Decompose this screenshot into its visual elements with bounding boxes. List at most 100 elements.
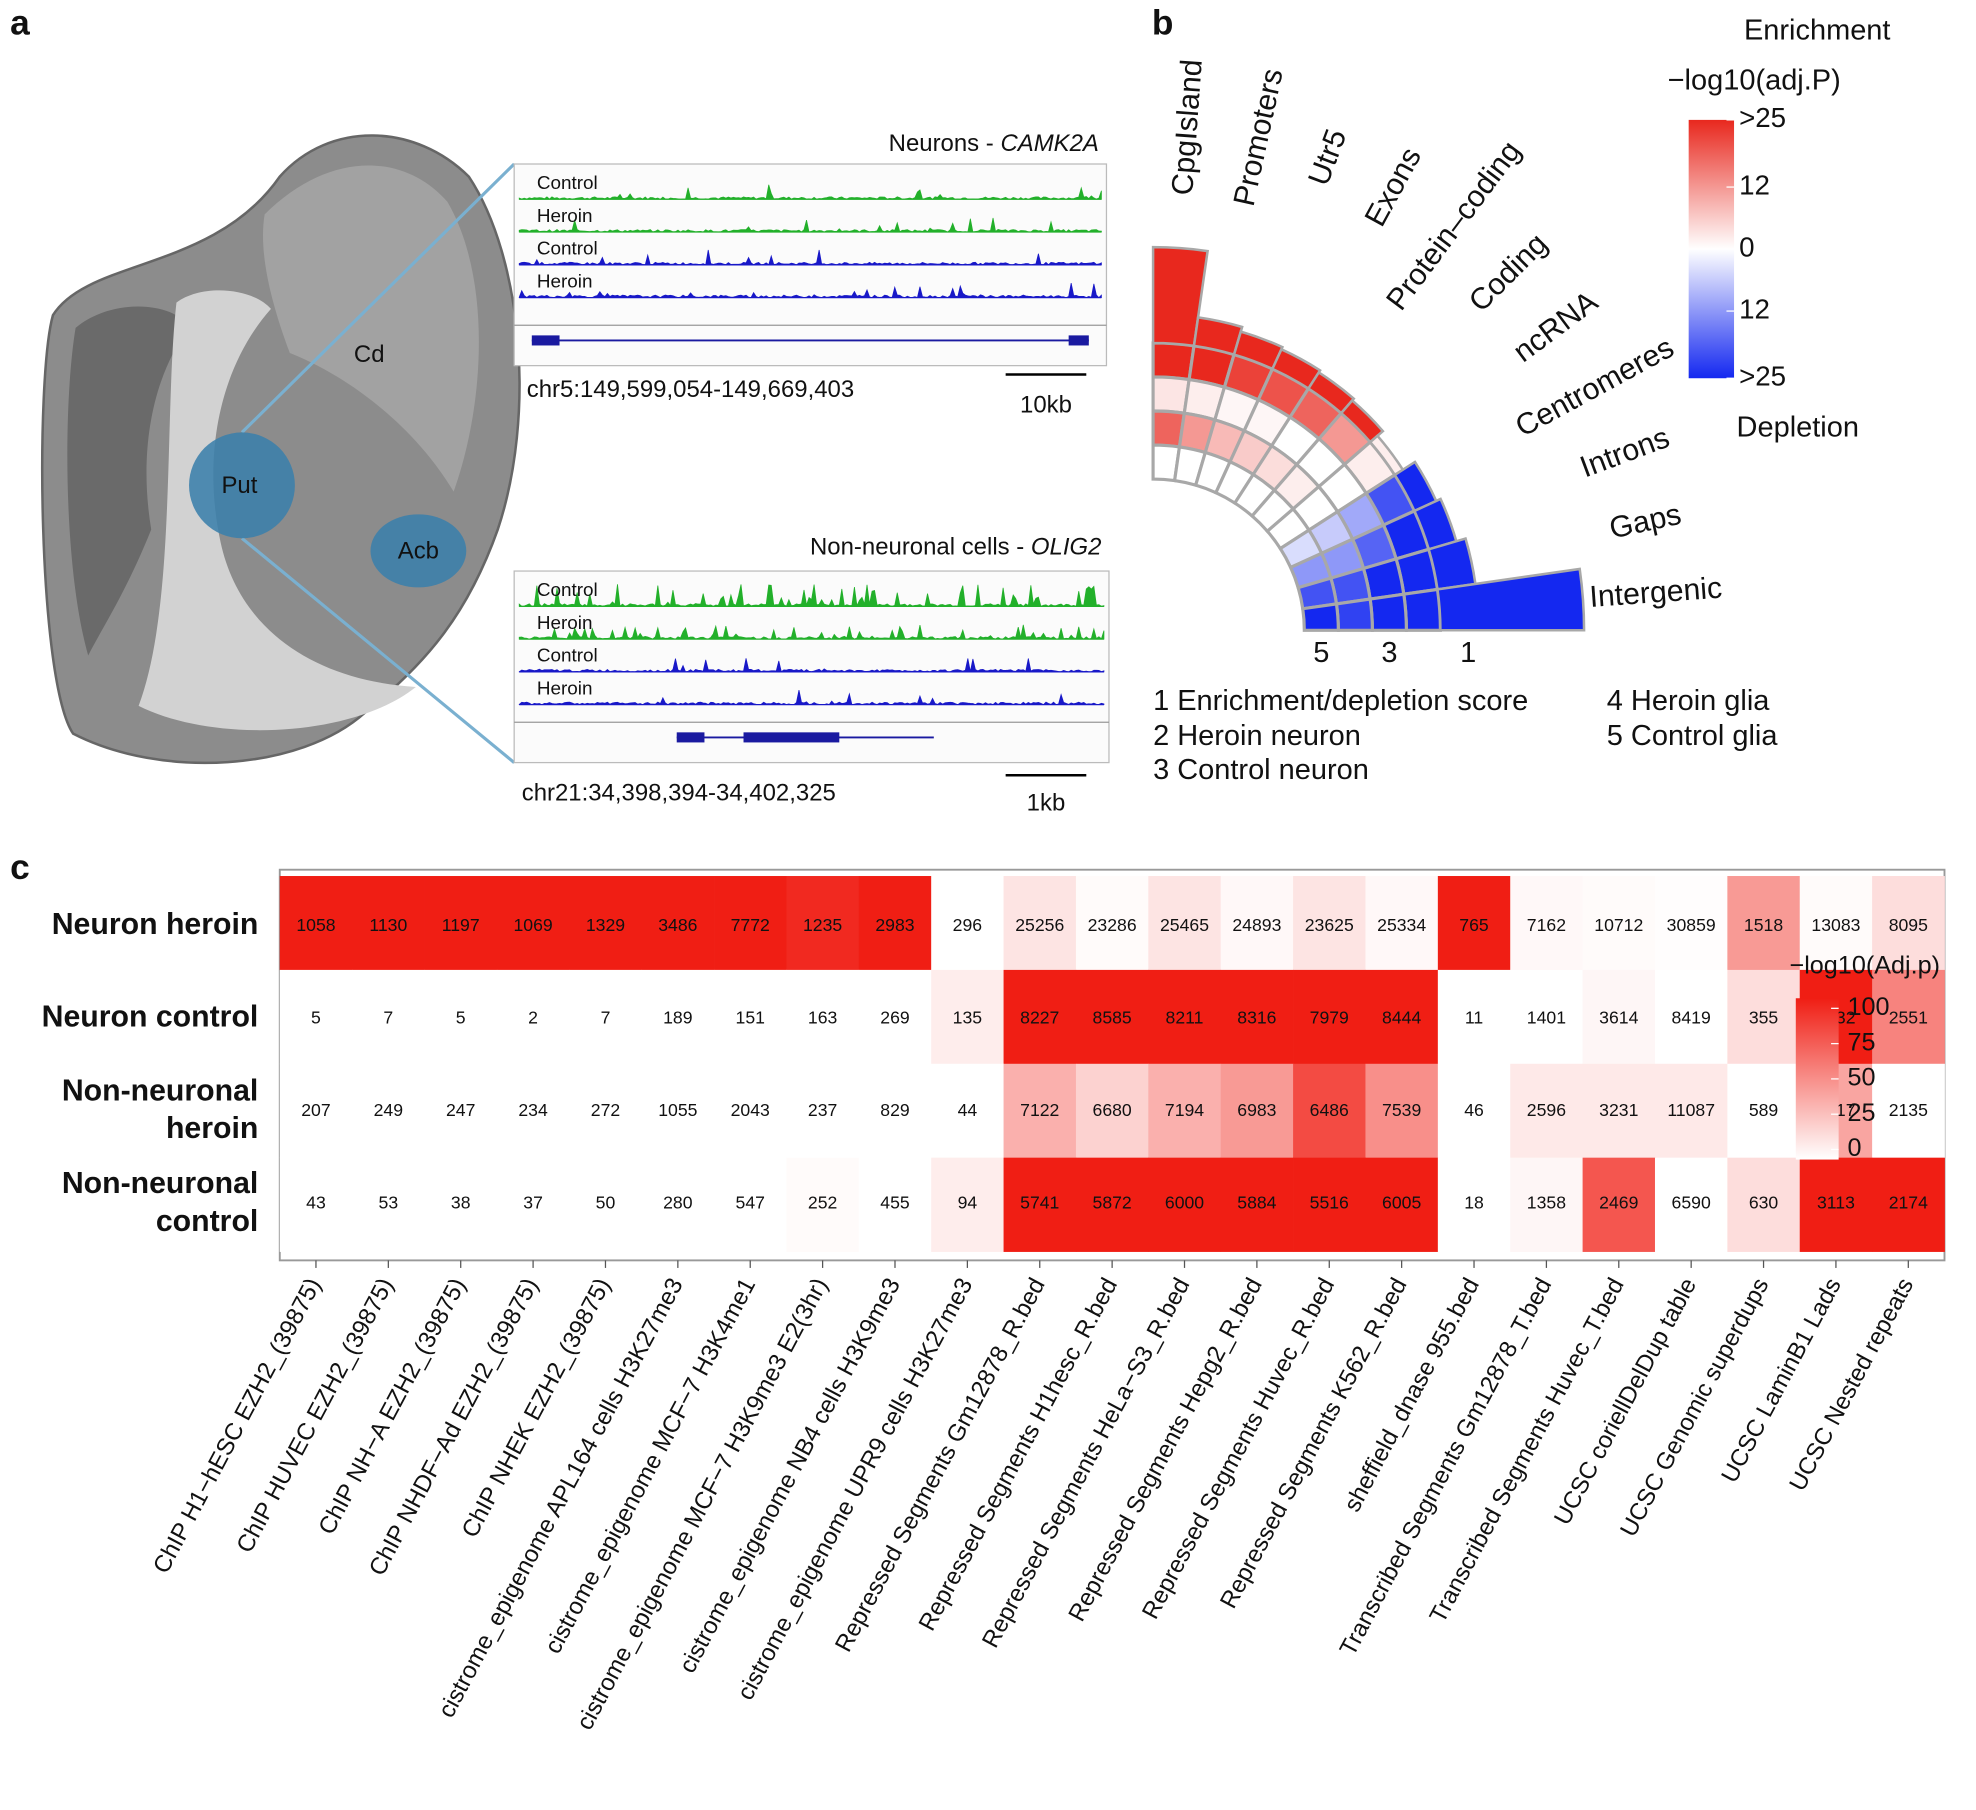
signal-track xyxy=(518,690,1105,706)
heat-cell xyxy=(279,969,353,1065)
track-title: Non-neuronal cells - OLIG2 xyxy=(810,534,1101,561)
cell-count: 7162 xyxy=(1527,915,1566,935)
heat-cell xyxy=(1654,1063,1728,1159)
track-title-text: Non-neuronal cells - xyxy=(810,534,1031,561)
heat-cell xyxy=(1582,1157,1656,1252)
cell-count: 11087 xyxy=(1667,1100,1715,1120)
radial-heatmap: CpgIsland Promoters Utr5 ExonsProtein–codin… xyxy=(1151,14,1890,786)
cell-count: 234 xyxy=(518,1100,548,1120)
category-label: Coding xyxy=(1463,227,1554,318)
heat-cell xyxy=(1872,876,1945,971)
cell-count: 7 xyxy=(601,1007,611,1027)
row-label: control xyxy=(156,1205,258,1238)
heat-cell xyxy=(279,1063,353,1159)
heat-cell xyxy=(1365,969,1439,1065)
cell-count: 3113 xyxy=(1817,1193,1855,1213)
heat-cell xyxy=(569,969,643,1065)
cell-count: 7 xyxy=(383,1007,393,1027)
category-label: Promoters xyxy=(1228,66,1290,209)
heat-cell xyxy=(786,1157,860,1252)
white-matter xyxy=(138,290,416,731)
cell-count: 6486 xyxy=(1310,1100,1349,1120)
cell-count: 2596 xyxy=(1527,1100,1566,1120)
heat-cell xyxy=(1075,1063,1149,1159)
cell-count: 2469 xyxy=(1599,1193,1638,1213)
heat-cell xyxy=(1654,969,1728,1065)
score-bar xyxy=(1339,398,1385,444)
cell-count: 8419 xyxy=(1672,1007,1711,1027)
score-bar xyxy=(1270,347,1322,391)
heat-cell xyxy=(1727,969,1801,1065)
legend-tick-label: >25 xyxy=(1739,102,1786,133)
brain-region xyxy=(263,165,479,492)
cell-count: 2135 xyxy=(1889,1100,1928,1120)
cell-count: 252 xyxy=(808,1193,837,1213)
heat-cell xyxy=(424,969,498,1065)
heat-cell xyxy=(1293,1157,1366,1252)
legend-tick-label: 0 xyxy=(1847,1134,1861,1162)
heat-cell xyxy=(1148,876,1222,971)
cell-count: 3486 xyxy=(658,915,697,935)
cell-count: 38 xyxy=(451,1193,471,1213)
heat-cell xyxy=(569,1157,643,1252)
cell-count: 2551 xyxy=(1889,1007,1928,1027)
signal-track xyxy=(518,624,1105,640)
cell-count: 8227 xyxy=(1020,1007,1059,1027)
sample-label: Control xyxy=(537,173,598,194)
legend-tick-label: 0 xyxy=(1739,231,1754,262)
cell-count: 1058 xyxy=(296,915,335,935)
heat-cell xyxy=(496,876,570,971)
key-entry: 3 Control neuron xyxy=(1153,754,1369,786)
cell-count: 6590 xyxy=(1672,1193,1711,1213)
heat-cell xyxy=(1727,1157,1801,1252)
cell-count: 13083 xyxy=(1811,915,1860,935)
cell-count: 24893 xyxy=(1232,915,1281,935)
cell-count: 1130 xyxy=(369,915,407,935)
cell-count: 2 xyxy=(528,1007,538,1027)
sample-label: Heroin xyxy=(537,271,593,292)
panel-letter: b xyxy=(1152,4,1174,43)
cell-count: 272 xyxy=(591,1100,620,1120)
heatmap: Neuron heroin 1058 1130 1197 1069 1329 3486 777… xyxy=(42,868,1946,1734)
category-label: Introns xyxy=(1576,421,1674,484)
heat-cell xyxy=(279,876,353,971)
region-label: Cd xyxy=(354,341,385,368)
brain-section: Cd Put Acb xyxy=(40,134,521,765)
score-bar xyxy=(1151,245,1210,348)
cell-count: 2043 xyxy=(731,1100,770,1120)
category-label: ncRNA xyxy=(1507,285,1604,369)
sample-label: Control xyxy=(537,580,598,601)
heat-cell xyxy=(1148,969,1222,1065)
column-label: ChIP NH−A EZH2_(39875) xyxy=(313,1274,471,1539)
cell-count: 37 xyxy=(523,1193,543,1213)
cell-count: 630 xyxy=(1749,1193,1779,1213)
heat-cell xyxy=(1220,876,1294,971)
ring-cell xyxy=(1151,341,1196,382)
cell-count: 5 xyxy=(456,1007,466,1027)
cell-count: 207 xyxy=(301,1100,330,1120)
panel-letter: c xyxy=(10,848,30,887)
ring-label: 3 xyxy=(1381,637,1397,669)
legend-tick-label: >25 xyxy=(1739,361,1786,392)
heat-cell xyxy=(714,1157,787,1252)
colorbar xyxy=(1688,119,1735,379)
heat-cell xyxy=(1220,1063,1294,1159)
cell-count: 6983 xyxy=(1237,1100,1276,1120)
ring-cell xyxy=(1300,602,1340,632)
cell-count: 7772 xyxy=(731,915,770,935)
signal-track xyxy=(518,584,1105,608)
cell-count: 1401 xyxy=(1527,1007,1566,1027)
cell-count: 765 xyxy=(1459,915,1489,935)
score-bar xyxy=(1436,567,1586,632)
heat-cell xyxy=(1148,1157,1222,1252)
cell-count: 1055 xyxy=(658,1100,697,1120)
row-label: Neuron control xyxy=(42,1001,259,1034)
score-bar xyxy=(1306,370,1356,415)
row-label: heroin xyxy=(166,1112,258,1145)
cell-count: 5884 xyxy=(1237,1193,1276,1213)
cell-count: 2174 xyxy=(1889,1193,1928,1213)
column-label: UCSC coriellDelDup table xyxy=(1549,1274,1702,1530)
heat-cell xyxy=(858,1063,932,1159)
cell-count: 247 xyxy=(446,1100,475,1120)
